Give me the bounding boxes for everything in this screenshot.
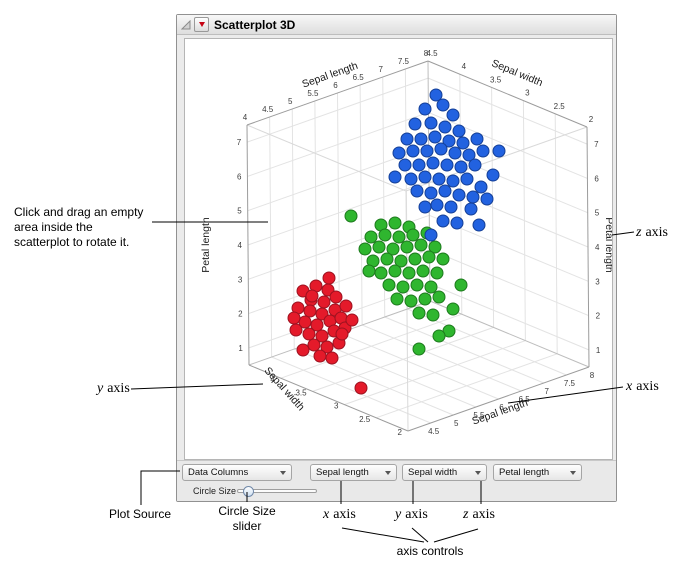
svg-text:4.5: 4.5: [428, 427, 440, 436]
svg-text:4: 4: [595, 243, 600, 252]
svg-text:3: 3: [238, 275, 243, 284]
z-axis-value: Petal length: [499, 467, 550, 478]
svg-text:3.5: 3.5: [490, 75, 502, 84]
svg-text:3: 3: [334, 402, 339, 411]
y-axis-control-letter: y: [395, 507, 402, 522]
svg-text:4: 4: [462, 62, 467, 71]
chevron-down-icon: [385, 470, 391, 475]
z-axis-control-word: axis: [472, 507, 496, 522]
y-axis-control-callout: y axis: [395, 506, 428, 524]
scatterplot-3d-window: Scatterplot 3D 4 4.5 5 5.5 6 6.5 7 7.5 8 4.5 4 3.5 3…: [176, 14, 617, 502]
x-axis-control-callout: x axis: [323, 506, 356, 524]
svg-text:Sepal width: Sepal width: [490, 57, 545, 89]
svg-text:5.5: 5.5: [307, 89, 319, 98]
svg-text:1: 1: [596, 346, 601, 355]
data-columns-dropdown[interactable]: Data Columns: [182, 464, 292, 481]
data-columns-value: Data Columns: [188, 467, 249, 478]
x-axis-callout-word: axis: [636, 379, 659, 394]
svg-text:6.5: 6.5: [353, 73, 365, 82]
red-triangle-menu-button[interactable]: [194, 17, 209, 32]
z-axis-control-letter: z: [463, 507, 469, 522]
svg-text:Sepal length: Sepal length: [300, 60, 359, 91]
svg-text:7.5: 7.5: [564, 379, 576, 388]
axis-controls-callout: axis controls: [396, 544, 464, 558]
svg-text:4: 4: [243, 113, 248, 122]
red-triangle-icon: [198, 22, 205, 27]
disclosure-triangle-icon[interactable]: [181, 19, 191, 30]
svg-text:5: 5: [595, 209, 600, 218]
circle-size-slider-thumb[interactable]: [243, 486, 254, 497]
svg-text:3.5: 3.5: [295, 388, 307, 397]
circle-size-slider-track[interactable]: [237, 486, 317, 497]
svg-text:4: 4: [270, 375, 275, 384]
svg-text:7.5: 7.5: [398, 57, 410, 66]
y-axis-dropdown[interactable]: Sepal width: [402, 464, 487, 481]
svg-text:3: 3: [525, 89, 530, 98]
svg-text:1: 1: [238, 344, 243, 353]
svg-text:2: 2: [238, 310, 243, 319]
svg-text:4.5: 4.5: [262, 105, 274, 114]
y-axis-callout-letter: y: [97, 381, 104, 396]
y-axis-callout-word: axis: [107, 381, 130, 396]
y-axis-control-word: axis: [405, 507, 428, 522]
svg-text:7: 7: [379, 65, 384, 74]
svg-text:2: 2: [398, 428, 403, 437]
x-axis-dropdown[interactable]: Sepal length: [310, 464, 397, 481]
chevron-down-icon: [475, 470, 481, 475]
z-axis-callout-word: axis: [645, 225, 669, 240]
x-axis-callout-letter: x: [626, 379, 633, 394]
circle-size-slider-callout: Circle Size slider: [214, 504, 280, 534]
x-axis-control-word: axis: [333, 507, 356, 522]
circle-size-slider-callout-line1: Circle Size: [218, 504, 276, 518]
z-axis-callout: z axis: [636, 224, 668, 242]
window-titlebar: Scatterplot 3D: [177, 15, 616, 35]
svg-text:Petal length: Petal length: [603, 217, 612, 273]
svg-text:2.5: 2.5: [359, 415, 371, 424]
z-axis-control-callout: z axis: [463, 506, 495, 524]
svg-text:4.5: 4.5: [426, 49, 438, 58]
svg-text:4: 4: [238, 241, 243, 250]
plot-area[interactable]: 4 4.5 5 5.5 6 6.5 7 7.5 8 4.5 4 3.5 3 2.5 2 7 7 6 6 5 5 4 4 3 3 2…: [184, 38, 613, 460]
window-title: Scatterplot 3D: [214, 17, 296, 32]
rotate-hint-text: Click and drag an empty area inside the …: [14, 205, 144, 249]
svg-text:7: 7: [237, 138, 242, 147]
svg-text:3: 3: [595, 277, 600, 286]
svg-text:5: 5: [454, 419, 459, 428]
svg-text:Sepal length: Sepal length: [470, 397, 529, 428]
chevron-down-icon: [280, 470, 286, 475]
svg-text:8: 8: [424, 49, 429, 58]
svg-text:8: 8: [590, 371, 595, 380]
svg-text:2: 2: [589, 115, 594, 124]
x-axis-control-letter: x: [323, 507, 330, 522]
circle-size-label: Circle Size: [193, 486, 237, 496]
x-axis-value: Sepal length: [316, 467, 369, 478]
svg-text:6: 6: [333, 81, 338, 90]
svg-text:5: 5: [288, 97, 293, 106]
svg-text:2.5: 2.5: [554, 102, 566, 111]
y-axis-callout: y axis: [97, 380, 130, 398]
svg-text:5: 5: [237, 207, 242, 216]
control-strip: Data Columns Sepal length Sepal width Pe…: [177, 460, 616, 501]
svg-text:Petal length: Petal length: [200, 217, 212, 273]
svg-text:7: 7: [545, 387, 550, 396]
chevron-down-icon: [570, 470, 576, 475]
plot-source-callout: Plot Source: [109, 507, 172, 521]
svg-text:2: 2: [596, 312, 601, 321]
scatterplot-3d-canvas[interactable]: 44.555.566.577.584.543.532.527 76 65 54 43 32…: [185, 39, 612, 459]
svg-text:6: 6: [594, 174, 599, 183]
x-axis-callout: x axis: [626, 378, 659, 396]
svg-text:6: 6: [237, 172, 242, 181]
svg-text:7: 7: [594, 140, 599, 149]
y-axis-value: Sepal width: [408, 467, 458, 478]
z-axis-callout-letter: z: [636, 225, 642, 240]
svg-text:5.5: 5.5: [473, 411, 485, 420]
circle-size-slider-callout-line2: slider: [232, 519, 262, 533]
svg-text:6: 6: [499, 403, 504, 412]
z-axis-dropdown[interactable]: Petal length: [493, 464, 582, 481]
